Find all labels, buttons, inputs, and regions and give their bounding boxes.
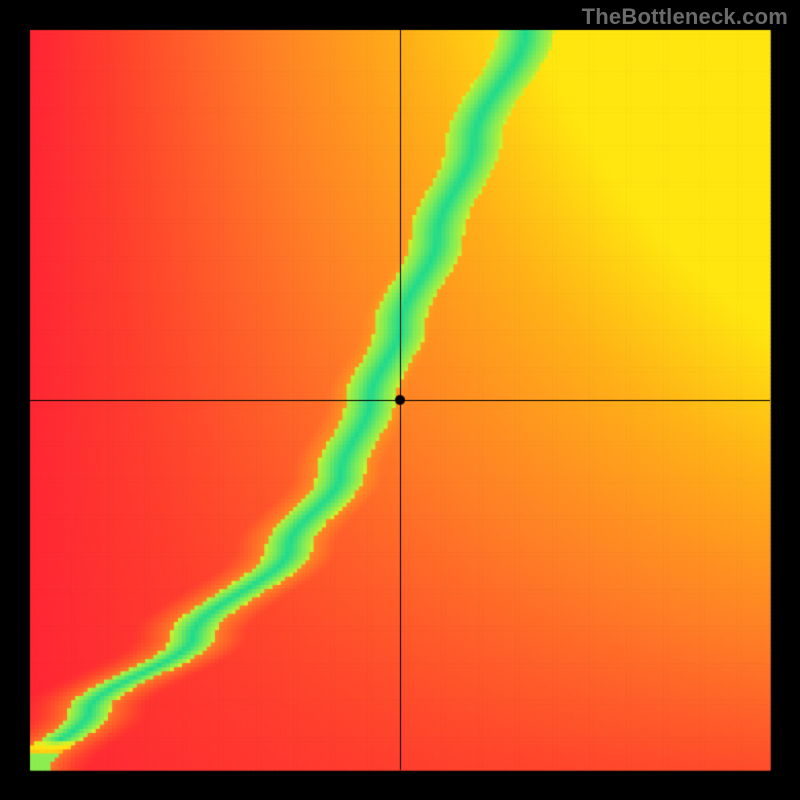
chart-container: { "watermark": { "text": "TheBottleneck.…	[0, 0, 800, 800]
bottleneck-heatmap	[0, 0, 800, 800]
watermark-text: TheBottleneck.com	[582, 4, 788, 30]
